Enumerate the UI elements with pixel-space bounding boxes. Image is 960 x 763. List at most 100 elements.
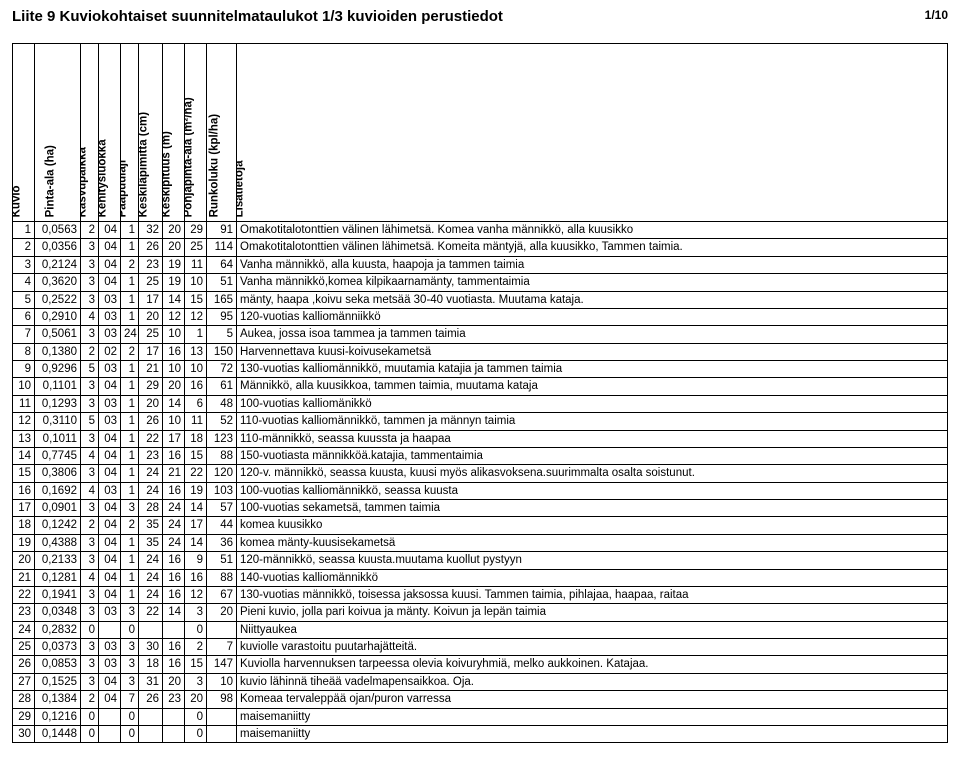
- cell-kehitys: 04: [99, 517, 121, 534]
- cell-lisa: Vanha männikkö,komea kilpikaarnamänty, t…: [237, 274, 948, 291]
- cell-pinta: 0,2522: [35, 291, 81, 308]
- cell-lisa: kuvio lähinnä tiheää vadelmapensaikkoa. …: [237, 673, 948, 690]
- cell-pa: 6: [185, 395, 207, 412]
- col-header-kp: Keskipituus (m): [163, 44, 185, 222]
- cell-paa: 1: [121, 552, 139, 569]
- cell-pinta: 0,1380: [35, 343, 81, 360]
- cell-pinta: 0,1101: [35, 378, 81, 395]
- col-header-paa: Pääpuulaji: [121, 44, 139, 222]
- cell-kl: 24: [139, 482, 163, 499]
- cell-kl: [139, 725, 163, 742]
- cell-kp: 16: [163, 639, 185, 656]
- cell-lisa: maisemaniitty: [237, 708, 948, 725]
- cell-paa: 1: [121, 430, 139, 447]
- cell-kp: 16: [163, 447, 185, 464]
- cell-kp: [163, 621, 185, 638]
- cell-paa: 1: [121, 447, 139, 464]
- cell-kl: 29: [139, 378, 163, 395]
- cell-pinta: 0,4388: [35, 534, 81, 551]
- cell-kasvu: 5: [81, 361, 99, 378]
- cell-paa: 1: [121, 413, 139, 430]
- cell-kuvio: 7: [13, 326, 35, 343]
- cell-lisa: 120-vuotias kalliomänniikkö: [237, 308, 948, 325]
- cell-pinta: 0,0348: [35, 604, 81, 621]
- table-row: 100,1101304129201661Männikkö, alla kuusi…: [13, 378, 948, 395]
- cell-kehitys: 03: [99, 326, 121, 343]
- table-row: 60,2910403120121295120-vuotias kalliomän…: [13, 308, 948, 325]
- cell-kp: 14: [163, 291, 185, 308]
- table-row: 250,03733033301627kuviolle varastoitu pu…: [13, 639, 948, 656]
- cell-pa: 3: [185, 604, 207, 621]
- cell-rl: 91: [207, 222, 237, 239]
- cell-kehitys: [99, 708, 121, 725]
- cell-pa: 3: [185, 673, 207, 690]
- cell-kp: 16: [163, 586, 185, 603]
- cell-kehitys: 03: [99, 413, 121, 430]
- cell-kuvio: 9: [13, 361, 35, 378]
- cell-pa: 12: [185, 308, 207, 325]
- cell-paa: 1: [121, 291, 139, 308]
- cell-kp: [163, 708, 185, 725]
- cell-kasvu: 3: [81, 552, 99, 569]
- cell-paa: 1: [121, 361, 139, 378]
- cell-pa: 15: [185, 447, 207, 464]
- cell-pinta: 0,0373: [35, 639, 81, 656]
- cell-paa: 3: [121, 673, 139, 690]
- cell-lisa: Männikkö, alla kuusikkoa, tammen taimia,…: [237, 378, 948, 395]
- table-row: 70,506130324251015Aukea, jossa isoa tamm…: [13, 326, 948, 343]
- table-row: 180,1242204235241744komea kuusikko: [13, 517, 948, 534]
- cell-lisa: 100-vuotias sekametsä, tammen taimia: [237, 500, 948, 517]
- cell-kp: 19: [163, 256, 185, 273]
- cell-kuvio: 3: [13, 256, 35, 273]
- cell-kehitys: 04: [99, 673, 121, 690]
- cell-kehitys: 03: [99, 361, 121, 378]
- cell-kuvio: 2: [13, 239, 35, 256]
- cell-lisa: komea kuusikko: [237, 517, 948, 534]
- cell-kl: 26: [139, 691, 163, 708]
- cell-kehitys: [99, 725, 121, 742]
- cell-kuvio: 20: [13, 552, 35, 569]
- cell-kp: 17: [163, 430, 185, 447]
- cell-kasvu: 2: [81, 222, 99, 239]
- cell-pinta: 0,0563: [35, 222, 81, 239]
- cell-kehitys: 04: [99, 552, 121, 569]
- cell-rl: 98: [207, 691, 237, 708]
- cell-lisa: 120-v. männikkö, seassa kuusta, kuusi my…: [237, 465, 948, 482]
- cell-kasvu: 3: [81, 326, 99, 343]
- cell-kl: 26: [139, 413, 163, 430]
- cell-rl: 51: [207, 552, 237, 569]
- cell-lisa: 110-männikkö, seassa kuussta ja haapaa: [237, 430, 948, 447]
- cell-paa: 3: [121, 639, 139, 656]
- cell-kehitys: 02: [99, 343, 121, 360]
- table-row: 280,1384204726232098Komeaa tervaleppää o…: [13, 691, 948, 708]
- cell-kl: 23: [139, 256, 163, 273]
- cell-paa: 2: [121, 343, 139, 360]
- table-row: 20,03563041262025114Omakotitalotonttien …: [13, 239, 948, 256]
- cell-kl: 22: [139, 604, 163, 621]
- cell-kasvu: 3: [81, 586, 99, 603]
- cell-lisa: kuviolle varastoitu puutarhajätteitä.: [237, 639, 948, 656]
- cell-pinta: 0,1216: [35, 708, 81, 725]
- cell-rl: 61: [207, 378, 237, 395]
- cell-kp: 14: [163, 604, 185, 621]
- table-row: 120,3110503126101152110-vuotias kalliomä…: [13, 413, 948, 430]
- cell-kl: 26: [139, 239, 163, 256]
- cell-rl: 10: [207, 673, 237, 690]
- cell-paa: 7: [121, 691, 139, 708]
- cell-pa: 22: [185, 465, 207, 482]
- cell-pa: 18: [185, 430, 207, 447]
- cell-paa: 1: [121, 395, 139, 412]
- cell-kuvio: 18: [13, 517, 35, 534]
- table-row: 140,7745404123161588150-vuotiasta männik…: [13, 447, 948, 464]
- cell-rl: 88: [207, 569, 237, 586]
- cell-kl: 35: [139, 517, 163, 534]
- cell-kl: 30: [139, 639, 163, 656]
- table-row: 210,1281404124161688140-vuotias kalliomä…: [13, 569, 948, 586]
- title-row: Liite 9 Kuviokohtaiset suunnitelmatauluk…: [12, 8, 948, 25]
- cell-kp: 16: [163, 656, 185, 673]
- cell-kasvu: 3: [81, 465, 99, 482]
- cell-kp: 19: [163, 274, 185, 291]
- table-row: 150,38063041242122120120-v. männikkö, se…: [13, 465, 948, 482]
- cell-pinta: 0,3620: [35, 274, 81, 291]
- cell-kuvio: 13: [13, 430, 35, 447]
